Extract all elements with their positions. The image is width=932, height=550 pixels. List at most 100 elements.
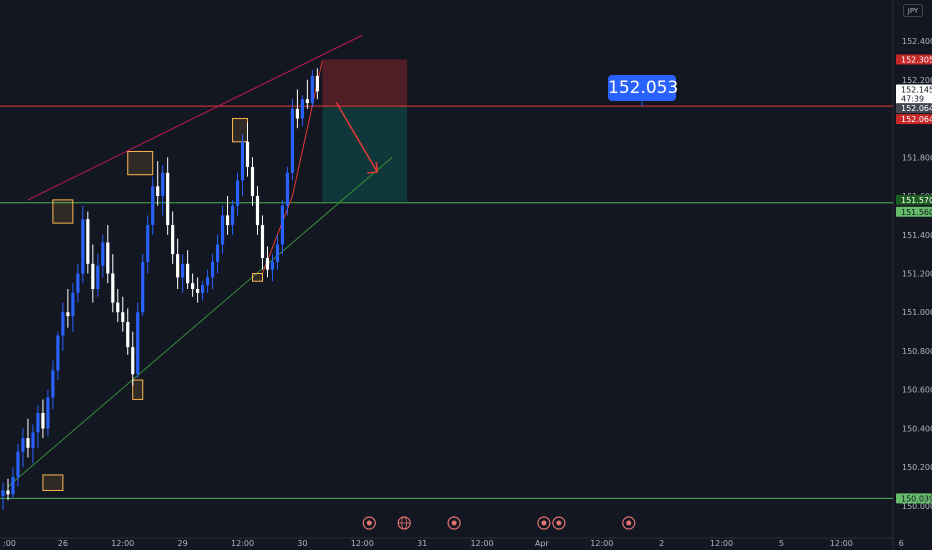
projection-arrow bbox=[335, 102, 378, 173]
candle-body bbox=[215, 244, 220, 262]
candle-body bbox=[305, 99, 309, 104]
y-tick-label: 151.400 bbox=[902, 231, 932, 240]
candle-body bbox=[220, 215, 225, 245]
candle-body bbox=[245, 141, 250, 167]
candle-body bbox=[111, 273, 115, 303]
candle-body bbox=[141, 261, 145, 313]
candle-body bbox=[26, 438, 30, 448]
candle-body bbox=[136, 312, 140, 375]
candle-body bbox=[201, 285, 205, 293]
y-tick-label: 150.600 bbox=[902, 386, 932, 395]
take-profit-zone bbox=[322, 106, 408, 202]
candle-body bbox=[21, 438, 25, 452]
candle-body bbox=[156, 186, 160, 197]
y-tick-label: 150.400 bbox=[902, 424, 932, 433]
event-dot-icon bbox=[556, 520, 562, 526]
candle-body bbox=[96, 265, 100, 289]
y-tick-label: 152.400 bbox=[902, 37, 932, 46]
x-tick-label: :00 bbox=[3, 539, 16, 548]
candle-body bbox=[106, 242, 110, 274]
candle-body bbox=[176, 254, 180, 278]
y-tick-label: 150.800 bbox=[902, 347, 932, 356]
highlight-box bbox=[232, 118, 249, 143]
candle-body bbox=[191, 283, 195, 289]
projection-arrowhead bbox=[367, 161, 379, 174]
candle-body bbox=[71, 292, 75, 317]
candle-body bbox=[260, 225, 265, 259]
candle-body bbox=[76, 273, 80, 293]
tag-stop: 152.305 bbox=[901, 55, 932, 64]
candle-body bbox=[250, 166, 255, 197]
candle-body bbox=[205, 277, 210, 286]
candle-body bbox=[41, 412, 45, 429]
candle-body bbox=[6, 490, 10, 495]
highlight-box bbox=[127, 150, 154, 176]
highlight-box bbox=[52, 199, 74, 224]
tag-support-b-bg bbox=[896, 206, 932, 217]
x-tick-label: 31 bbox=[417, 539, 427, 548]
x-tick-label: 12:00 bbox=[710, 539, 733, 548]
support-trend-line bbox=[7, 156, 393, 487]
highlight-box bbox=[252, 273, 263, 282]
tag-entry-a: 152.064 bbox=[901, 104, 932, 113]
x-tick-label: 6 bbox=[899, 539, 904, 548]
x-tick-label: 12:00 bbox=[231, 539, 254, 548]
candle-body bbox=[16, 451, 20, 477]
candle-body bbox=[146, 225, 150, 262]
candle-body bbox=[186, 263, 190, 284]
event-dot-icon bbox=[626, 520, 632, 526]
price-callout-label[interactable]: 152.053 bbox=[608, 75, 678, 101]
y-tick-label: 151.200 bbox=[902, 270, 932, 279]
x-tick-label: 12:00 bbox=[590, 539, 613, 548]
tag-entry-b: 152.064 bbox=[901, 115, 932, 124]
tag-last-price: 152.145 bbox=[901, 85, 932, 94]
candle-body bbox=[101, 242, 105, 266]
candle-body bbox=[61, 312, 65, 336]
candle-body bbox=[240, 141, 245, 181]
candle-body bbox=[116, 302, 120, 313]
x-tick-label: Apr bbox=[535, 539, 550, 548]
y-tick-label: 152.200 bbox=[902, 76, 932, 85]
candle-body bbox=[126, 321, 130, 348]
candle-body bbox=[56, 335, 60, 371]
x-tick-label: 12:00 bbox=[830, 539, 853, 548]
candle-body bbox=[235, 180, 240, 206]
x-tick-label: 12:00 bbox=[351, 539, 374, 548]
y-tick-label: 151.000 bbox=[902, 308, 932, 317]
highlight-box bbox=[42, 474, 64, 491]
highlight-box bbox=[132, 379, 144, 400]
candle-body bbox=[166, 172, 170, 226]
event-dot-icon bbox=[451, 520, 457, 526]
tag-support-a-bg bbox=[896, 194, 932, 205]
y-tick-label: 151.800 bbox=[902, 153, 932, 162]
tag-countdown: 47:39 bbox=[901, 94, 924, 103]
candle-body bbox=[36, 412, 40, 433]
candle-body bbox=[161, 172, 165, 197]
x-tick-label: 5 bbox=[779, 539, 784, 548]
candle-body bbox=[46, 397, 50, 429]
candle-body bbox=[11, 476, 15, 495]
candle-body bbox=[151, 186, 155, 226]
globe-icon bbox=[401, 516, 408, 530]
currency-button[interactable]: JPY bbox=[903, 4, 923, 17]
tag-low-line: 150.039 bbox=[901, 494, 932, 503]
x-tick-label: 12:00 bbox=[111, 539, 134, 548]
candle-body bbox=[131, 347, 135, 375]
tag-stop-bg bbox=[896, 54, 932, 65]
x-tick-label: 29 bbox=[178, 539, 188, 548]
candle-body bbox=[265, 258, 270, 270]
tag-last-bg bbox=[896, 84, 932, 105]
candle-body bbox=[275, 244, 280, 262]
candle-body bbox=[91, 263, 95, 289]
candle-body bbox=[81, 219, 85, 274]
x-tick-label: 26 bbox=[58, 539, 68, 548]
candle-body bbox=[280, 205, 285, 245]
x-tick-label: 30 bbox=[297, 539, 307, 548]
candle-body bbox=[1, 490, 5, 497]
tag-entry-b-bg bbox=[896, 114, 932, 125]
tag-support-a: 151.570 bbox=[901, 196, 932, 205]
candle-body bbox=[295, 108, 300, 119]
x-tick-label: 12:00 bbox=[471, 539, 494, 548]
candle-body bbox=[31, 432, 35, 448]
